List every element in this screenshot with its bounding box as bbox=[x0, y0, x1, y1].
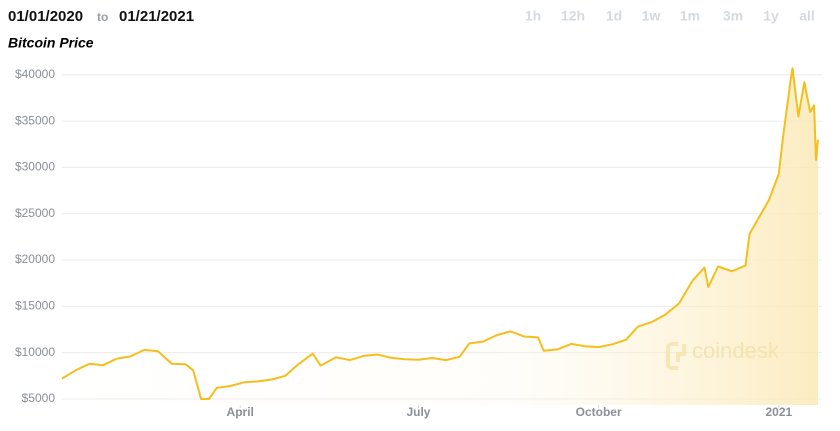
y-tick-label: $30000 bbox=[15, 160, 55, 174]
chart-title: Bitcoin Price bbox=[8, 35, 94, 51]
y-tick-label: $20000 bbox=[15, 252, 55, 266]
x-tick-label: April bbox=[227, 405, 254, 419]
y-tick-label: $10000 bbox=[15, 345, 55, 359]
y-tick-label: $5000 bbox=[22, 391, 56, 405]
date-separator: to bbox=[97, 10, 108, 24]
range-button[interactable]: 1d bbox=[606, 8, 622, 24]
end-date[interactable]: 01/21/2021 bbox=[119, 8, 194, 25]
range-button[interactable]: 1w bbox=[642, 8, 661, 24]
range-button[interactable]: 1y bbox=[763, 8, 779, 24]
watermark: coindesk bbox=[666, 338, 780, 370]
range-button[interactable]: 1h bbox=[525, 8, 541, 24]
watermark-text: coindesk bbox=[692, 338, 780, 363]
range-button[interactable]: all bbox=[799, 8, 815, 24]
area-fill bbox=[62, 68, 818, 406]
y-tick-label: $25000 bbox=[15, 206, 55, 220]
range-button[interactable]: 1m bbox=[680, 8, 700, 24]
x-tick-label: October bbox=[576, 405, 622, 419]
range-button[interactable]: 3m bbox=[723, 8, 743, 24]
price-line bbox=[61, 67, 819, 400]
range-button[interactable]: 12h bbox=[561, 8, 585, 24]
watermark-icon bbox=[666, 342, 686, 370]
y-tick-label: $35000 bbox=[15, 113, 55, 127]
x-tick-label: 2021 bbox=[765, 405, 792, 419]
x-tick-label: July bbox=[406, 405, 430, 419]
start-date[interactable]: 01/01/2020 bbox=[8, 8, 83, 25]
y-tick-label: $40000 bbox=[15, 67, 55, 81]
y-tick-label: $15000 bbox=[15, 299, 55, 313]
